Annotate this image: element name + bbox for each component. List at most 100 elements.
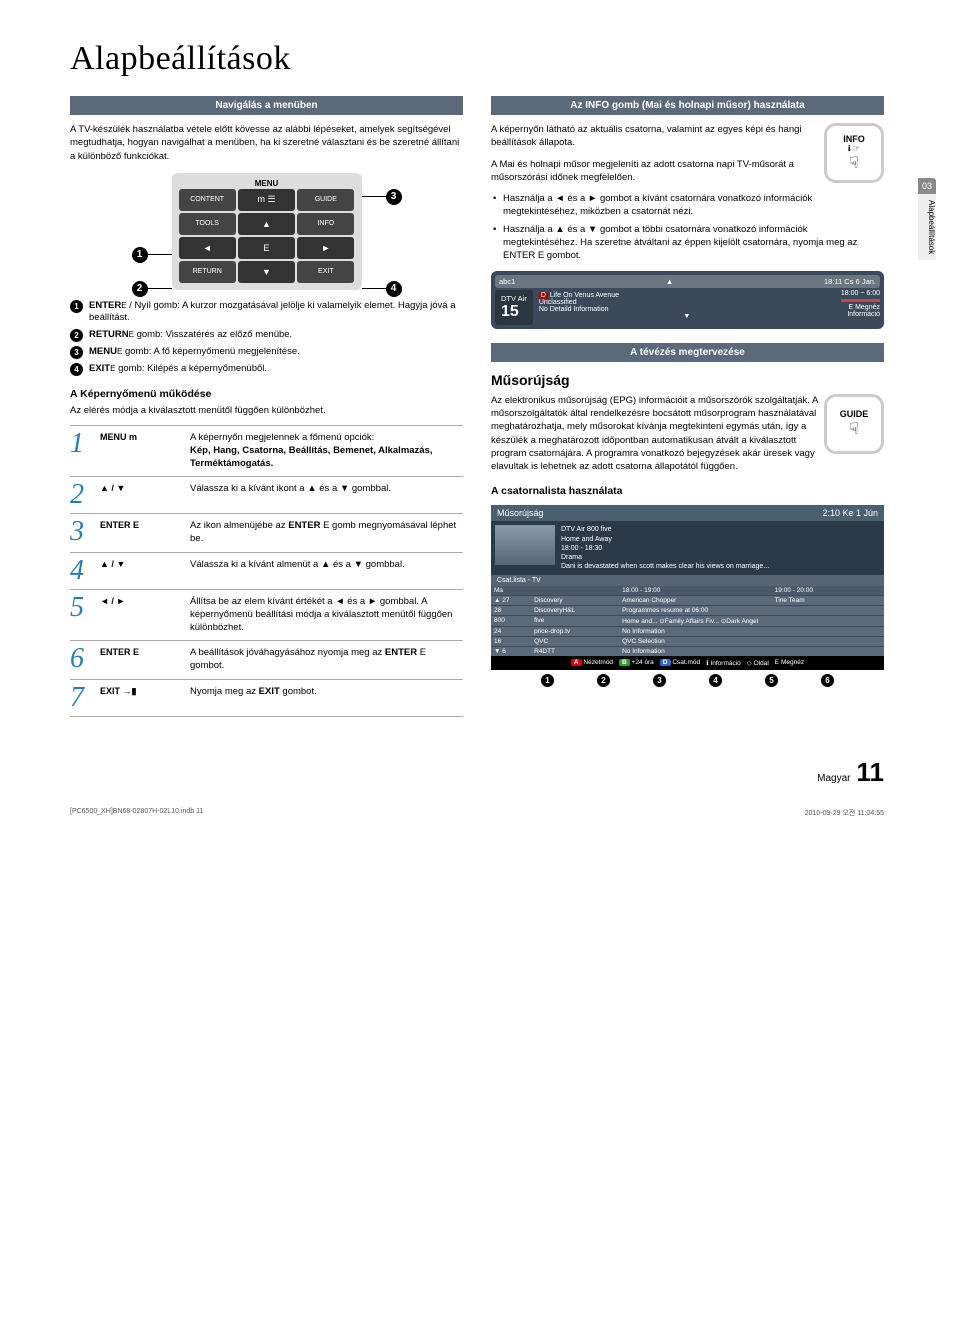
- guide-chname: QVC: [531, 636, 619, 646]
- callout-item: 3MENUE gomb: A fő képernyőmenü megjelení…: [70, 346, 463, 359]
- callout-list: 1 ENTERE / Nyíl gomb: A kurzor mozgatásáv…: [70, 300, 463, 376]
- remote-menu-label: MENU: [178, 179, 356, 188]
- meta-right: 2010-09-29 오전 11:04:55: [805, 808, 884, 818]
- guide-chname: DiscoveryH&L: [531, 605, 619, 615]
- remote-exit-key: EXIT: [297, 261, 354, 283]
- side-label: Alapbeállítások: [918, 194, 936, 260]
- osd-sub: Az elérés módja a kiválasztott menütől f…: [70, 404, 463, 417]
- step-num: 5: [70, 590, 98, 640]
- callout-item: 4EXITE gomb: Kilépés a képernyőmenüből.: [70, 363, 463, 376]
- legend-b-text: +24 óra: [632, 659, 654, 666]
- step-desc: Az ikon almenüjébe az ENTER E gomb megny…: [188, 514, 463, 552]
- guide-foot-num: 2: [597, 674, 610, 687]
- callout-item: 2RETURNE gomb: Visszatérés az előző menü…: [70, 329, 463, 342]
- step-desc: Válassza ki a kívánt almenüt a ▲ és a ▼ …: [188, 553, 463, 589]
- legend-p-icon: ◇: [747, 660, 752, 667]
- callout-line: [148, 254, 172, 255]
- guide-osd: Műsorújság 2:10 Ke 1 Jún DTV Air 800 fiv…: [491, 505, 884, 669]
- guide-ch: 16: [491, 636, 531, 646]
- guide-th-t1: 18:00 - 19:00: [619, 586, 772, 596]
- side-page-num: 03: [918, 178, 936, 194]
- step-btn: ◄ / ►: [98, 590, 188, 640]
- guide-p1: No Information: [619, 646, 884, 656]
- step-num: 7: [70, 680, 98, 716]
- guide-heading: Műsorújság: [491, 372, 884, 388]
- page-footer: Magyar 11: [70, 757, 884, 788]
- osd-l1: Unclassified: [539, 299, 835, 306]
- guide-osd-title: Műsorújság: [497, 508, 544, 518]
- guide-chname: Discovery: [531, 595, 619, 605]
- step-row: 5◄ / ►Állítsa be az elem kívánt értékét …: [70, 589, 463, 640]
- meta-footer: [PC6500_XH]BN68-02807H-02L10.indb 11 201…: [70, 808, 884, 818]
- step-row: 4▲ / ▼Válassza ki a kívánt almenüt a ▲ é…: [70, 552, 463, 589]
- legend-d-text: Csat.mód: [672, 659, 700, 666]
- guide-pinfo-4: Drama: [561, 553, 769, 562]
- guide-ch: ▼ 6: [491, 646, 531, 656]
- callout-text: ENTERE / Nyíl gomb: A kurzor mozgatásáva…: [89, 300, 463, 325]
- info-bullet-2: Használja a ▲ és a ▼ gombot a többi csat…: [491, 223, 884, 263]
- step-btn: MENU m: [98, 426, 188, 476]
- step-num: 4: [70, 553, 98, 589]
- callout-3: 3: [386, 189, 402, 205]
- osd-heading: A Képernyőmenü működése: [70, 388, 463, 400]
- remote-guide-key: GUIDE: [297, 189, 354, 211]
- legend-b: B: [619, 659, 630, 666]
- remote-tools-key: TOOLS: [179, 213, 236, 235]
- side-tab: 03 Alapbeállítások: [918, 178, 936, 260]
- callout-text: EXITE gomb: Kilépés a képernyőmenüből.: [89, 363, 267, 375]
- plan-section-bar: A tévézés megtervezése: [491, 343, 884, 362]
- guide-p1: Home and... ⊙Family Affairs Fiv... ⊙Dark…: [619, 615, 884, 626]
- step-num: 6: [70, 641, 98, 679]
- guide-row: 800fiveHome and... ⊙Family Affairs Fiv..…: [491, 615, 884, 626]
- footer-page-num: 11: [857, 757, 885, 788]
- callout-4: 4: [386, 281, 402, 297]
- guide-foot-num: 6: [821, 674, 834, 687]
- legend-e-icon: E: [775, 659, 779, 666]
- legend-i-text: Információ: [710, 660, 740, 667]
- callout-num: 2: [70, 329, 83, 342]
- remote-right-key: ►: [297, 237, 354, 259]
- guide-p1: QVC Selection: [619, 636, 884, 646]
- callout-num: 1: [70, 300, 83, 313]
- step-btn: EXIT →▮: [98, 680, 188, 716]
- step-btn: ▲ / ▼: [98, 553, 188, 589]
- left-column: Navigálás a menüben A TV-készülék haszná…: [70, 96, 463, 717]
- info-osd: abc1 ▲ 18:11 Cs 6 Jan. DTV Air 15 D Life…: [491, 271, 884, 329]
- guide-p1: No Information: [619, 626, 884, 636]
- chlist-heading: A csatornalista használata: [491, 485, 884, 497]
- osd-progress-bar: [841, 299, 880, 302]
- remote-illustration: MENU CONTENT m ☰ GUIDE TOOLS ▲ INFO ◄ E: [172, 173, 362, 290]
- remote-menu-key: m ☰: [238, 189, 295, 211]
- callout-text: MENUE gomb: A fő képernyőmenü megjelenít…: [89, 346, 300, 358]
- guide-thumb: [495, 525, 555, 565]
- guide-legend: A Nézetmód B +24 óra D Csat.mód ℹ Inform…: [491, 656, 884, 670]
- callout-2: 2: [132, 281, 148, 297]
- guide-ch: ▲ 27: [491, 595, 531, 605]
- info-key-label: INFO: [843, 134, 865, 144]
- osd-l2: No Detaild Information: [539, 306, 835, 313]
- step-desc: A képernyőn megjelennek a főmenü opciók:…: [188, 426, 463, 476]
- legend-e-text: Megnéz: [781, 659, 804, 666]
- nav-intro: A TV-készülék használatba vétele előtt k…: [70, 123, 463, 163]
- step-row: 3ENTER EAz ikon almenüjébe az ENTER E go…: [70, 513, 463, 552]
- step-row: 1MENU mA képernyőn megjelennek a főmenü …: [70, 425, 463, 476]
- guide-pinfo-5: Dani is devastated when scott makes clea…: [561, 562, 769, 571]
- callout-line: [362, 196, 386, 197]
- step-num: 1: [70, 426, 98, 476]
- guide-key-label: GUIDE: [840, 409, 869, 419]
- guide-pinfo-3: 18:00 - 18:30: [561, 544, 769, 553]
- info-bullet-1: Használja a ◄ és a ► gombot a kívánt csa…: [491, 192, 884, 219]
- guide-row: 24price-drop.tvNo Information: [491, 626, 884, 636]
- guide-th-t2: 19:00 - 20:00: [772, 586, 884, 596]
- hand-icon: ☟: [849, 153, 859, 173]
- hand-icon: ☟: [849, 419, 859, 439]
- step-num: 3: [70, 514, 98, 552]
- osd-chtype: DTV Air: [501, 294, 527, 303]
- guide-pinfo-1: DTV Air 800 five: [561, 525, 769, 534]
- osd-d-tag: D: [539, 292, 548, 299]
- info-section-bar: Az INFO gomb (Mai és holnapi műsor) hasz…: [491, 96, 884, 115]
- remote-content-key: CONTENT: [179, 189, 236, 211]
- remote-return-key: RETURN: [179, 261, 236, 283]
- osd-up-icon: ▲: [666, 277, 673, 286]
- remote-enter-key: E: [238, 237, 295, 259]
